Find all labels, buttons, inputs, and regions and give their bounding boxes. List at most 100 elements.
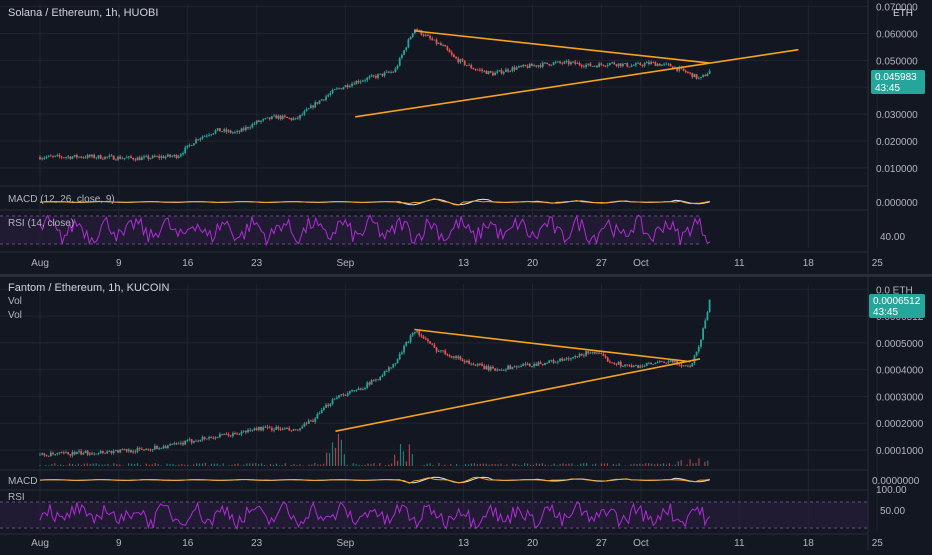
candle-body [388,72,390,73]
candle-body [663,64,665,65]
candle-body [613,62,615,64]
candle-body [141,157,143,160]
candle-body [228,130,230,131]
candle-body [184,441,186,445]
candle [559,358,561,361]
volume-bar [471,464,472,466]
candle-body [535,65,537,66]
bottom-macd-label[interactable]: MACD [8,476,37,487]
candle-body [275,427,277,430]
candle-body [579,354,581,356]
candle-body [648,62,650,64]
candle-body [351,84,353,86]
candle-body [698,347,700,352]
candle-body [358,388,360,390]
candle-body [490,367,492,370]
candle-body [499,369,501,370]
y-tick-label: 0.0003000 [876,392,924,403]
candle-body [557,362,559,363]
candle-body [193,143,195,145]
candle-body [264,118,266,119]
candle-body [531,366,533,367]
candle-body [685,365,687,366]
volume-bar [317,464,318,466]
candle-body [440,43,442,45]
volume-bar [524,463,525,466]
candle-body [373,75,375,76]
candle-body [689,73,691,74]
candle [113,155,115,160]
volume-bar [545,465,546,466]
candle-body [267,427,269,428]
y-tick-label: 0.0004000 [876,366,924,377]
top-rsi-label[interactable]: RSI (14, close) [8,218,74,229]
top-unit-label[interactable]: ETH [893,8,913,19]
candle-body [473,68,475,69]
candle-body [646,363,648,366]
candle-body [540,65,542,66]
top-macd-label[interactable]: MACD (12, 26, close, 9) [8,194,115,205]
candle-body [635,365,637,366]
candle-body [319,413,321,414]
candle-body [273,430,275,431]
candle-body [548,64,550,65]
candle-body [462,360,464,362]
candle-body [427,35,429,36]
candle-body [433,345,435,348]
volume-bar [63,465,64,466]
candle-body [117,450,119,452]
bottom-legend-vol-1[interactable]: Vol [8,296,22,307]
candle-body [74,452,76,454]
candle-body [700,340,702,347]
candle-body [702,75,704,77]
volume-bar [669,463,670,466]
candle-body [254,428,256,430]
candle-body [65,157,67,158]
candle-body [687,366,689,367]
volume-bar [568,463,569,466]
candle-body [551,65,553,66]
candle-body [48,156,50,157]
volume-bar [580,464,581,466]
candle-body [401,55,403,58]
bottom-rsi-label[interactable]: RSI [8,492,25,503]
candle-body [507,69,509,71]
volume-bar [515,464,516,466]
candle-body [516,67,518,69]
candle-body [197,441,199,442]
candle-body [496,369,498,370]
candle-body [551,360,553,361]
volume-bar [678,461,679,466]
bottom-legend-vol-2[interactable]: Vol [8,310,22,321]
y-tick-label: 0.0001000 [876,446,924,457]
candle-body [583,66,585,67]
candle-body [709,71,711,74]
candle-body [199,138,201,139]
candle-body [89,453,91,454]
candle-body [366,78,368,80]
volume-bar [172,464,173,466]
candle-body [169,155,171,157]
candle-body [273,116,275,117]
candle-body [43,453,45,455]
candle-body [659,361,661,362]
candle-body [82,157,84,158]
candle-body [193,441,195,443]
candle-body [501,70,503,73]
candle-body [657,64,659,66]
candle-body [223,129,225,131]
candle-body [561,358,563,360]
x-tick-label: Oct [633,538,649,549]
candle-body [327,95,329,97]
candle-body [457,58,459,62]
candle-body [293,119,295,120]
candle-body [464,361,466,362]
x-tick-label: 27 [596,258,608,269]
candle-body [514,366,516,367]
volume-bar [592,465,593,466]
candle-body [95,158,97,159]
candle-body [329,93,331,95]
candle-body [277,116,279,119]
volume-bar [66,465,67,466]
